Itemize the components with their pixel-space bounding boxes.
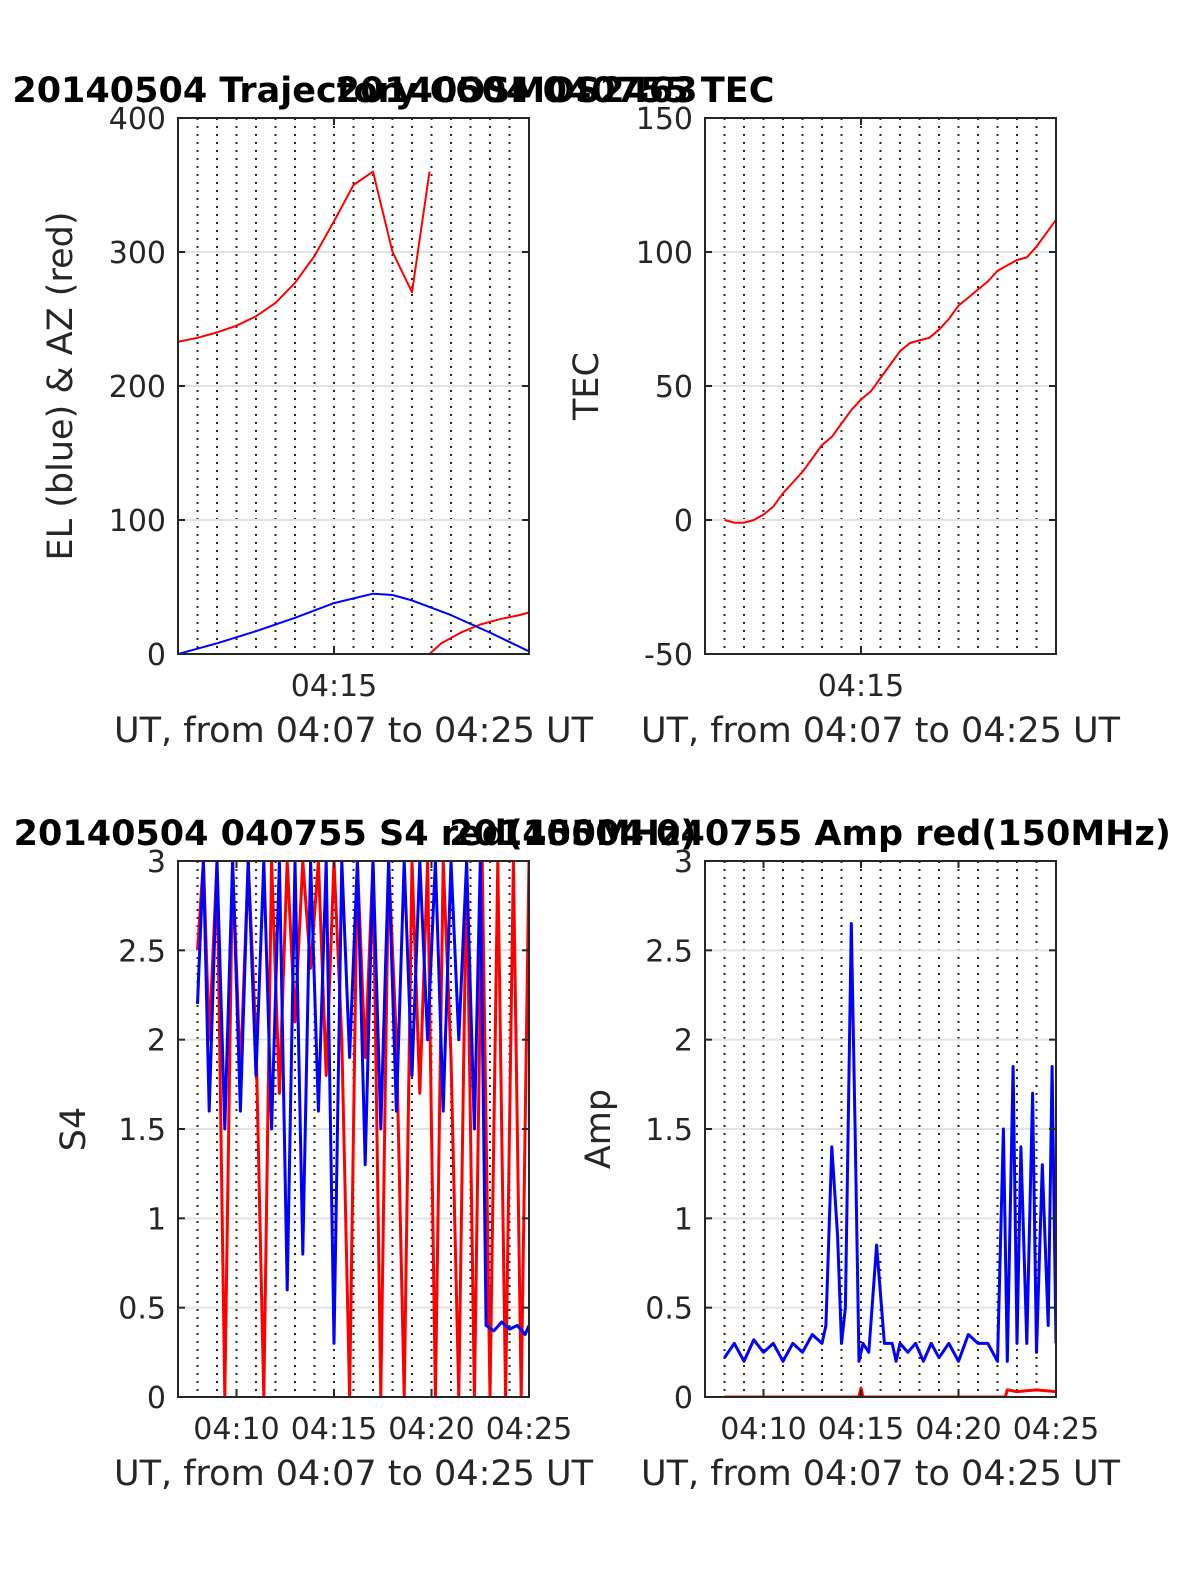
x-tick-label: 04:15 — [291, 1412, 377, 1447]
x-axis-label: UT, from 04:07 to 04:25 UT — [641, 1454, 1121, 1494]
chart-title: 20140504 040755 TEC — [336, 71, 775, 111]
y-tick-label: 3 — [147, 845, 166, 880]
x-axis-label: UT, from 04:07 to 04:25 UT — [114, 1454, 594, 1494]
y-tick-label: 0 — [674, 1381, 693, 1416]
x-tick-label: 04:15 — [818, 669, 904, 704]
y-tick-label: 2.5 — [118, 934, 166, 969]
y-tick-label: 300 — [109, 236, 166, 271]
x-tick-label: 04:25 — [1013, 1412, 1099, 1447]
y-axis-label: TEC — [567, 352, 607, 421]
y-tick-label: 3 — [674, 845, 693, 880]
series-line-red — [724, 219, 1056, 524]
y-axis-label: Amp — [579, 1089, 619, 1169]
y-tick-label: 0.5 — [645, 1292, 693, 1327]
chart-panel-3: 0 0.5 1 1.5 2 2.5 3 04:10 04:15 04:20 04:25 UT, fro… — [14, 814, 697, 1494]
chart-title: 20140504 040755 Amp red(150MHz) — [449, 814, 1171, 854]
series-line-blue — [196, 861, 529, 1345]
chart-panel-4: 0 0.5 1 1.5 2 2.5 3 04:10 04:15 04:20 04:25 UT, fro… — [449, 814, 1171, 1494]
y-tick-label: 50 — [655, 370, 693, 405]
y-tick-label: 0 — [674, 504, 693, 539]
x-tick-label: 04:20 — [388, 1412, 474, 1447]
chart-title: 20140504 040755 S4 red(150MHz) — [14, 814, 697, 854]
series-line-red — [412, 611, 529, 654]
y-tick-label: 1 — [147, 1202, 166, 1237]
y-tick-label: 0 — [147, 1381, 166, 1416]
x-axis-label: UT, from 04:07 to 04:25 UT — [114, 711, 594, 751]
y-tick-label: 2.5 — [645, 934, 693, 969]
series-line-blue — [723, 922, 1056, 1363]
y-axis-label: S4 — [54, 1107, 94, 1152]
x-tick-label: 04:15 — [818, 1412, 904, 1447]
y-tick-label: 1 — [674, 1202, 693, 1237]
y-tick-label: 400 — [109, 102, 166, 137]
chart-panel-2: -50 0 50 100 150 04:15 UT, from 04:07 to 04:25… — [336, 71, 1121, 751]
series-line-blue — [178, 592, 529, 654]
x-tick-label: 04:15 — [291, 669, 377, 704]
y-tick-label: 100 — [636, 236, 693, 271]
y-tick-label: 100 — [109, 504, 166, 539]
y-tick-label: 1.5 — [645, 1113, 693, 1148]
chart-panel-1: 0 100 200 300 400 04:15 UT, from 04:07 to 04:2… — [12, 71, 697, 751]
y-tick-label: 150 — [636, 102, 693, 137]
y-tick-label: 2 — [674, 1024, 693, 1059]
y-tick-label: 1.5 — [118, 1113, 166, 1148]
x-tick-label: 04:10 — [720, 1412, 806, 1447]
series-line-red — [724, 1386, 1056, 1397]
x-tick-label: 04:20 — [915, 1412, 1001, 1447]
y-tick-label: 2 — [147, 1024, 166, 1059]
y-tick-label: 200 — [109, 370, 166, 405]
y-tick-label: 0.5 — [118, 1292, 166, 1327]
y-tick-label: -50 — [644, 638, 693, 673]
x-axis-label: UT, from 04:07 to 04:25 UT — [641, 711, 1121, 751]
chart-title: 20140504 Trajectory COSMOS2463 — [12, 71, 697, 111]
y-tick-label: 0 — [147, 638, 166, 673]
y-axis-label: EL (blue) & AZ (red) — [41, 212, 81, 561]
x-tick-label: 04:25 — [486, 1412, 572, 1447]
series-line-red — [178, 170, 431, 343]
x-tick-label: 04:10 — [193, 1412, 279, 1447]
